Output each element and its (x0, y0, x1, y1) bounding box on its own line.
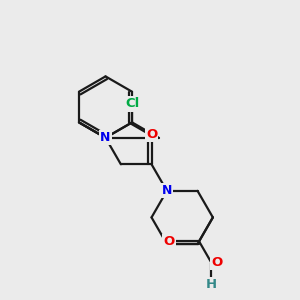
Text: Cl: Cl (125, 98, 139, 110)
Text: O: O (164, 235, 175, 248)
Text: O: O (211, 256, 223, 269)
Text: N: N (100, 131, 111, 144)
Text: H: H (206, 278, 217, 291)
Text: O: O (146, 128, 157, 141)
Text: N: N (162, 184, 172, 197)
